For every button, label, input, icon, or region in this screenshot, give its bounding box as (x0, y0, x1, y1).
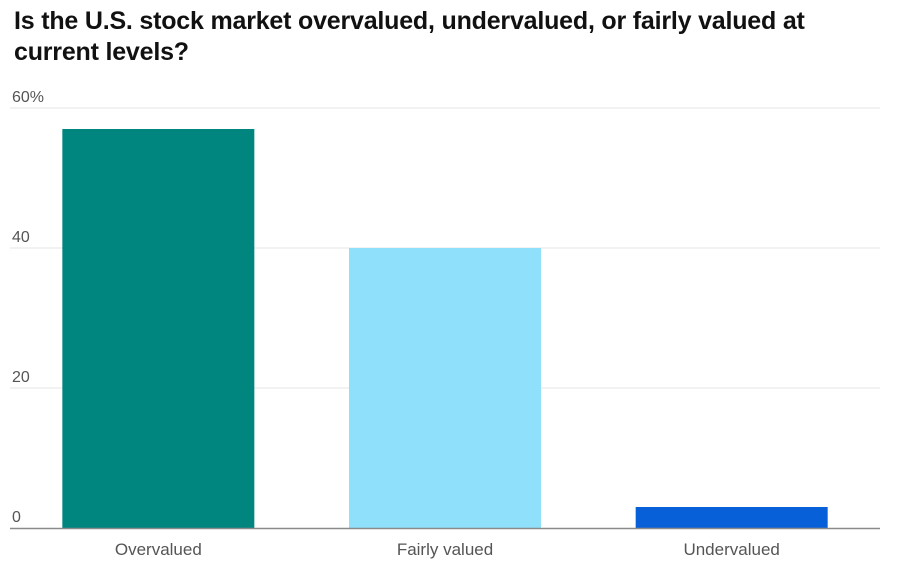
x-tick-label: Undervalued (683, 540, 779, 559)
bars (62, 129, 828, 528)
x-axis-ticks: Overvalued Fairly valued Undervalued (115, 540, 780, 559)
y-tick-label: 20 (12, 369, 30, 386)
bar-overvalued (62, 129, 255, 528)
y-axis-ticks: 0 20 40 60% (12, 89, 44, 526)
x-tick-label: Overvalued (115, 540, 202, 559)
y-tick-label: 60% (12, 89, 44, 106)
x-tick-label: Fairly valued (397, 540, 493, 559)
y-tick-label: 0 (12, 509, 21, 526)
chart-title: Is the U.S. stock market overvalued, und… (14, 7, 805, 66)
bar-fairly-valued (349, 248, 541, 528)
y-tick-label: 40 (12, 229, 30, 246)
bar-undervalued (635, 507, 828, 528)
